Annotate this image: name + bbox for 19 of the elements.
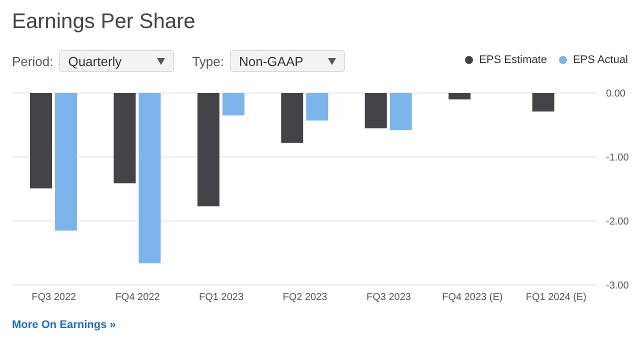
x-tick-label: FQ2 2023	[282, 292, 328, 304]
x-tick-label: FQ3 2023	[366, 292, 412, 304]
x-tick-label: FQ1 2023	[199, 292, 244, 304]
legend-label: EPS Estimate	[479, 54, 547, 66]
text: Period:	[12, 54, 54, 68]
y-tick-label: -1.00	[606, 152, 630, 164]
dropdown-field: Non-GAAP	[230, 50, 345, 72]
x-tick-label: FQ4 2022	[115, 292, 160, 304]
text: More On Earnings »	[12, 319, 116, 331]
chart-title: Earnings Per Share	[12, 10, 196, 34]
text: Type:	[192, 54, 224, 68]
y-tick-label: -2.00	[606, 216, 630, 228]
x-tick-label: FQ1 2024 (E)	[526, 292, 586, 304]
dropdown-field: Quarterly	[59, 50, 174, 72]
x-tick-label: FQ4 2023 (E)	[442, 292, 503, 304]
y-tick-label: 0.00	[606, 88, 626, 100]
y-tick-label: -3.00	[606, 280, 630, 292]
legend-label: EPS Actual	[572, 54, 628, 66]
x-tick-label: FQ3 2022	[32, 292, 77, 304]
